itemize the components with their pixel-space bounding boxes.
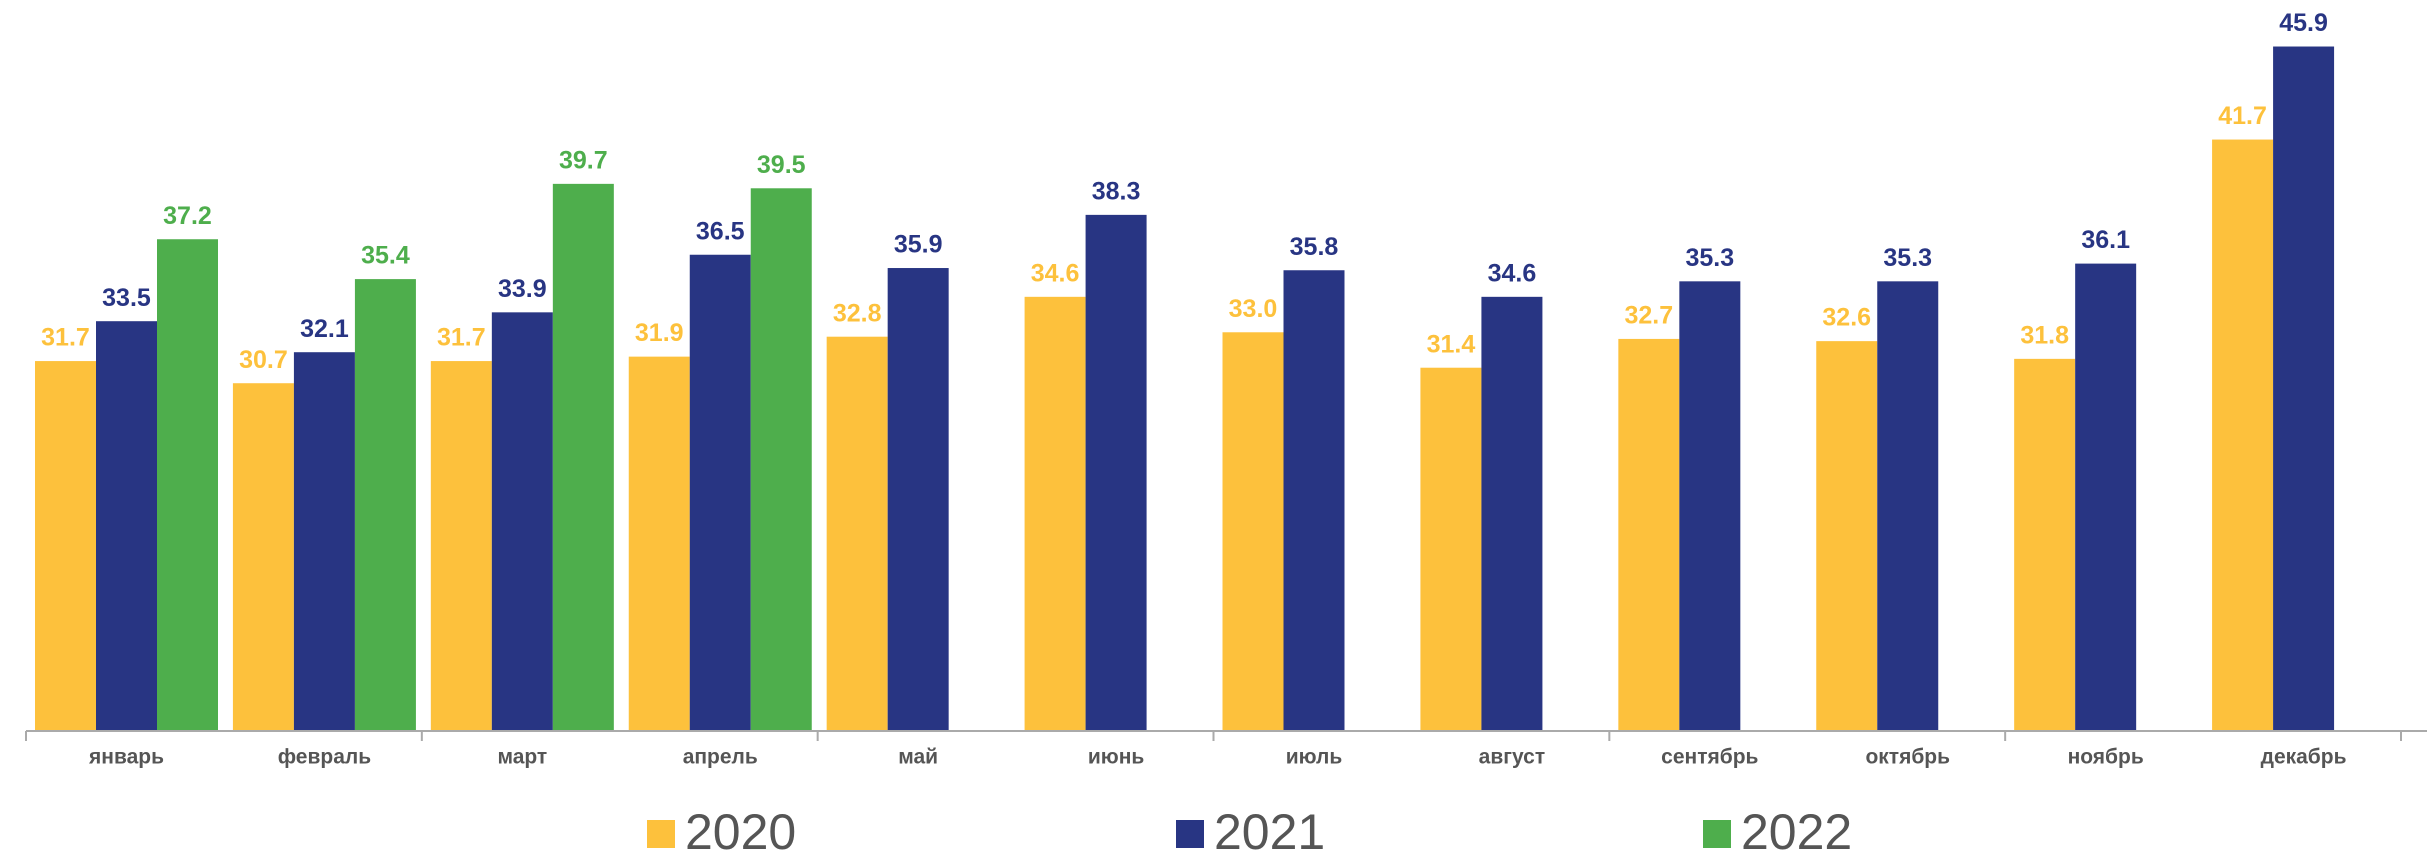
value-label: 45.9 bbox=[2279, 9, 2328, 37]
bar bbox=[826, 336, 888, 731]
x-tick-label: июль bbox=[1286, 746, 1343, 769]
value-label: 35.3 bbox=[1685, 244, 1734, 272]
x-tick-label: декабрь bbox=[2261, 746, 2347, 769]
value-label: 32.8 bbox=[833, 299, 882, 327]
value-label: 35.9 bbox=[894, 231, 943, 259]
bar bbox=[354, 279, 416, 731]
bar bbox=[887, 268, 949, 731]
value-label: 35.8 bbox=[1290, 233, 1339, 261]
x-tick-label: март bbox=[497, 746, 547, 769]
bar bbox=[232, 383, 294, 731]
value-label: 39.7 bbox=[559, 146, 608, 174]
x-tick-label: август bbox=[1479, 746, 1545, 769]
bar bbox=[491, 312, 553, 731]
bar bbox=[1877, 281, 1939, 731]
x-tick-label: февраль bbox=[278, 746, 372, 769]
legend-label: 2021 bbox=[1214, 804, 1325, 855]
legend-label: 2022 bbox=[1741, 804, 1852, 855]
value-label: 31.7 bbox=[41, 324, 90, 352]
value-label: 34.6 bbox=[1031, 259, 1080, 287]
value-label: 31.7 bbox=[437, 324, 486, 352]
value-label: 41.7 bbox=[2218, 102, 2267, 130]
value-label: 34.6 bbox=[1488, 259, 1537, 287]
value-label: 32.1 bbox=[300, 315, 349, 343]
x-tick-label: сентябрь bbox=[1661, 746, 1758, 769]
bar bbox=[552, 183, 614, 732]
bar bbox=[2273, 46, 2335, 731]
legend-label: 2020 bbox=[685, 804, 796, 855]
value-label: 33.9 bbox=[498, 275, 547, 303]
value-label: 32.6 bbox=[1822, 304, 1871, 332]
bar bbox=[293, 352, 355, 731]
value-label: 39.5 bbox=[757, 151, 806, 179]
value-label: 36.1 bbox=[2081, 226, 2130, 254]
value-label: 35.3 bbox=[1883, 244, 1932, 272]
bar bbox=[1618, 338, 1680, 731]
bar bbox=[1481, 296, 1543, 731]
x-tick-label: май bbox=[898, 746, 938, 769]
bar bbox=[2014, 358, 2076, 731]
bar bbox=[750, 188, 812, 732]
value-label: 35.4 bbox=[361, 242, 410, 270]
value-label: 31.8 bbox=[2020, 321, 2069, 349]
bar bbox=[2212, 139, 2274, 731]
bar bbox=[2075, 263, 2137, 731]
bar bbox=[1283, 270, 1345, 731]
x-tick-label: июнь bbox=[1088, 746, 1145, 769]
value-label: 32.7 bbox=[1624, 302, 1673, 330]
bar bbox=[1816, 341, 1878, 731]
bar bbox=[1222, 332, 1284, 731]
value-label: 33.0 bbox=[1229, 295, 1278, 323]
bar bbox=[157, 239, 218, 731]
bar bbox=[689, 254, 751, 731]
bar bbox=[1420, 367, 1482, 731]
legend-swatch bbox=[1703, 820, 1731, 848]
x-tick-label: январь bbox=[88, 746, 164, 769]
value-label: 33.5 bbox=[102, 284, 151, 312]
value-label: 38.3 bbox=[1092, 177, 1141, 205]
value-label: 30.7 bbox=[239, 346, 288, 374]
bar bbox=[430, 361, 492, 731]
value-label: 31.4 bbox=[1427, 330, 1476, 358]
value-label: 37.2 bbox=[163, 202, 212, 230]
value-label: 31.9 bbox=[635, 319, 684, 347]
x-tick-label: октябрь bbox=[1865, 746, 1950, 769]
bar bbox=[628, 356, 690, 731]
x-tick-label: апрель bbox=[683, 746, 758, 769]
legend-swatch bbox=[647, 820, 675, 848]
bar bbox=[96, 321, 157, 731]
x-tick-label: ноябрь bbox=[2068, 746, 2144, 769]
legend-swatch bbox=[1176, 820, 1204, 848]
bar bbox=[35, 361, 96, 731]
bar bbox=[1679, 281, 1741, 731]
bar bbox=[1085, 214, 1147, 731]
value-label: 36.5 bbox=[696, 217, 745, 245]
bar bbox=[1024, 296, 1086, 731]
